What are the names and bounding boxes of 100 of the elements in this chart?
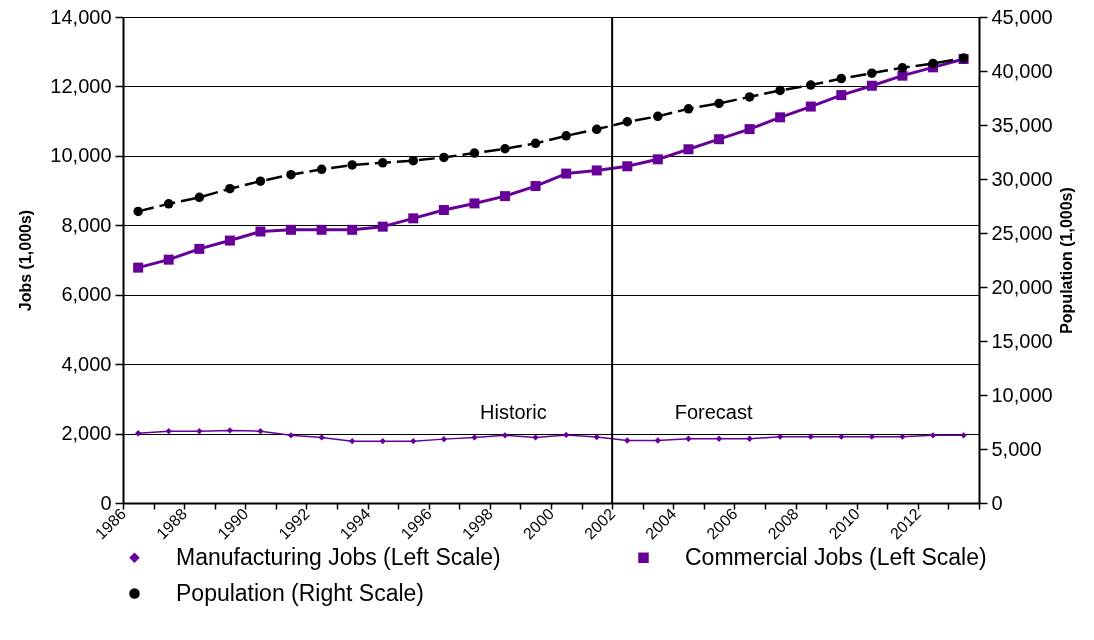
y-tick-label: 8,000 <box>61 213 112 236</box>
point <box>836 73 847 84</box>
y2-tick-label: 35,000 <box>991 113 1053 136</box>
point <box>685 435 692 442</box>
point <box>806 80 816 90</box>
point <box>347 224 358 235</box>
point <box>899 433 906 440</box>
point <box>134 430 142 437</box>
point <box>807 433 814 440</box>
point <box>133 262 144 273</box>
point <box>377 221 388 232</box>
legend-label: Manufacturing Jobs (Left Scale) <box>176 543 501 570</box>
point <box>867 68 877 78</box>
y-tick-label: 4,000 <box>61 352 112 375</box>
point <box>225 183 235 194</box>
y-tick-label: 2,000 <box>61 422 112 445</box>
point <box>897 70 908 81</box>
legend-label: Population (Right Scale) <box>176 579 425 606</box>
point <box>133 206 143 217</box>
point <box>744 92 755 102</box>
y2-tick-label: 25,000 <box>991 221 1053 244</box>
point <box>379 438 386 445</box>
point <box>469 198 480 209</box>
point <box>438 205 449 216</box>
point <box>316 224 327 235</box>
point <box>715 435 723 442</box>
y-axis-title: Jobs (1,000s) <box>17 209 35 312</box>
point <box>255 226 266 237</box>
point <box>347 160 357 170</box>
point <box>928 58 938 69</box>
point <box>960 432 967 439</box>
y2-tick-label: 10,000 <box>991 383 1053 406</box>
point <box>744 124 755 135</box>
y2-tick-label: 45,000 <box>991 5 1053 28</box>
y2-tick-label: 30,000 <box>991 167 1053 190</box>
point <box>194 192 205 203</box>
point <box>838 433 845 440</box>
point <box>163 254 174 265</box>
point <box>775 112 786 123</box>
annotation: Forecast <box>674 401 753 424</box>
point <box>654 437 662 444</box>
point <box>714 98 724 109</box>
point <box>683 104 694 114</box>
y-tick-label: 6,000 <box>61 283 112 306</box>
y-tick-label: 14,000 <box>50 5 112 28</box>
point <box>255 176 266 186</box>
point <box>836 90 847 101</box>
y2-tick-label: 0 <box>991 491 1003 514</box>
point <box>775 85 785 96</box>
point <box>868 433 876 440</box>
point <box>622 161 633 172</box>
point <box>624 437 631 444</box>
point <box>410 438 417 445</box>
point <box>653 111 663 122</box>
point <box>683 144 694 155</box>
y2-tick-label: 15,000 <box>991 329 1053 352</box>
point <box>929 432 937 439</box>
point <box>440 435 448 443</box>
point <box>561 131 571 141</box>
point <box>196 427 203 435</box>
point <box>163 199 174 209</box>
point <box>652 154 663 165</box>
point <box>408 213 419 224</box>
point <box>593 433 600 441</box>
point <box>285 224 296 235</box>
y-tick-label: 12,000 <box>50 74 112 97</box>
point <box>257 427 264 435</box>
point <box>563 431 570 439</box>
point <box>897 63 908 73</box>
point <box>287 432 295 439</box>
annotation: Historic <box>480 401 547 424</box>
point <box>866 80 877 91</box>
point <box>591 165 602 176</box>
y-tick-label: 10,000 <box>50 144 112 167</box>
point <box>469 148 480 158</box>
point <box>714 134 725 145</box>
point <box>501 432 509 439</box>
y2-axis-title: Population (1,000s) <box>1057 187 1075 334</box>
point <box>377 158 388 168</box>
point <box>471 434 478 441</box>
point <box>530 181 541 192</box>
legend-label: Commercial Jobs (Left Scale) <box>685 543 987 570</box>
point <box>776 433 784 440</box>
point <box>318 434 325 441</box>
point <box>194 243 205 254</box>
point <box>165 427 172 435</box>
point <box>592 124 602 135</box>
point <box>500 191 511 202</box>
y2-tick-label: 20,000 <box>991 275 1053 298</box>
point <box>316 164 327 175</box>
point <box>349 438 356 445</box>
y2-tick-label: 5,000 <box>991 437 1042 460</box>
point <box>622 117 633 127</box>
point <box>224 235 235 246</box>
point <box>532 434 539 441</box>
point <box>500 144 510 154</box>
point <box>226 427 234 434</box>
point <box>286 169 296 180</box>
y2-tick-label: 40,000 <box>991 59 1053 82</box>
point <box>561 168 572 179</box>
